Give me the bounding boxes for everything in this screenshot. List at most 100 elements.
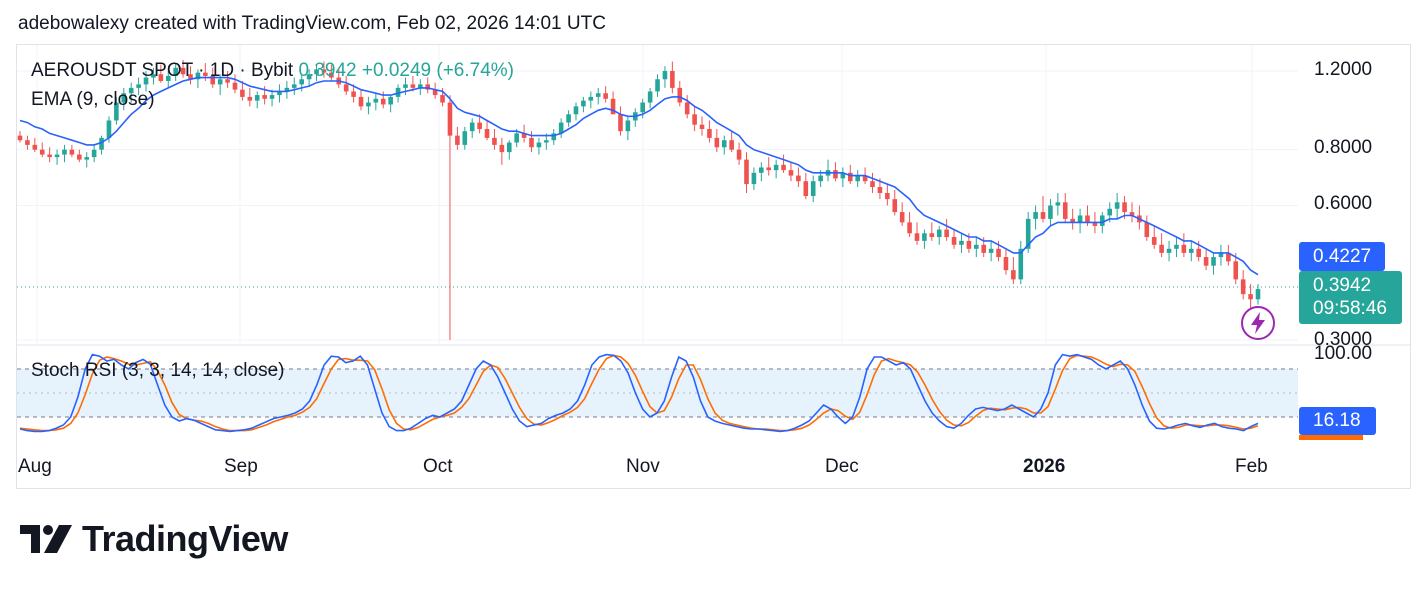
candle: [536, 137, 542, 155]
time-axis-label: Sep: [224, 456, 258, 477]
price-tick-label: 1.2000: [1314, 59, 1373, 80]
candle: [907, 212, 912, 238]
ema-value-tag: 0.4227: [1299, 242, 1385, 271]
candle: [1062, 192, 1068, 223]
candle: [114, 96, 119, 125]
candle-body: [128, 87, 134, 94]
candle: [158, 64, 164, 83]
candle-body: [870, 181, 875, 188]
candle: [974, 237, 979, 258]
legend-stoch-rsi-title[interactable]: Stoch RSI (3, 3, 14, 14, close): [31, 360, 285, 381]
candle: [1188, 240, 1194, 262]
time-axis-label: Feb: [1235, 456, 1268, 477]
candle-body: [588, 96, 594, 101]
candle-body: [1151, 237, 1157, 245]
candle-body: [677, 87, 683, 103]
candle-body: [373, 98, 379, 103]
candle: [1025, 212, 1031, 253]
candle-body: [47, 154, 52, 158]
candle-body: [62, 149, 67, 155]
candle-body: [217, 79, 223, 85]
candle: [759, 162, 764, 182]
candle-body: [944, 229, 949, 238]
candle-body: [788, 170, 794, 176]
candle-body: [440, 95, 445, 103]
candle: [1159, 233, 1164, 258]
candle-body: [781, 164, 786, 171]
candle: [1248, 284, 1253, 311]
candle-body: [766, 167, 772, 171]
candle: [825, 159, 831, 182]
lightning-icon[interactable]: [1240, 305, 1276, 341]
candle: [1181, 233, 1187, 258]
candle: [1003, 248, 1009, 275]
candle-body: [1226, 252, 1231, 262]
candle: [751, 167, 757, 190]
candle-body: [907, 222, 912, 234]
candle: [358, 89, 364, 111]
candle: [1233, 252, 1239, 285]
candle-body: [1122, 202, 1127, 213]
candle-body: [455, 135, 460, 145]
candle-body: [180, 67, 186, 75]
candle-body: [1011, 270, 1016, 280]
legend-symbol-row[interactable]: AEROUSDT SPOT · 1D · Bybit 0.3942 +0.024…: [31, 60, 514, 82]
candle-body: [833, 170, 838, 179]
candle-body: [1211, 257, 1216, 266]
chart-frame[interactable]: [16, 44, 1411, 489]
candle-body: [647, 91, 653, 103]
last-price-tag: 0.3942 09:58:46: [1299, 271, 1402, 324]
candle-body: [810, 181, 816, 197]
candle: [1018, 240, 1024, 285]
candle: [662, 66, 668, 88]
candle-body: [729, 140, 734, 150]
legend-ema-title[interactable]: EMA (9, close): [31, 89, 155, 110]
candle-body: [1100, 215, 1105, 226]
candle: [477, 114, 482, 134]
candle-body: [536, 142, 542, 148]
tradingview-logo[interactable]: TradingView: [20, 518, 288, 559]
candle-body: [136, 84, 141, 88]
candle-body: [974, 244, 979, 249]
candle-body: [988, 248, 994, 253]
candle-body: [499, 144, 505, 153]
candle-body: [151, 74, 156, 78]
candle-body: [32, 144, 38, 150]
candle-body: [514, 133, 519, 143]
candle-body: [114, 102, 119, 121]
candle-body: [1188, 248, 1194, 253]
stoch-rsi-value-tag: 16.18: [1299, 407, 1376, 435]
candle: [373, 93, 379, 111]
candle: [99, 135, 104, 155]
candle: [670, 61, 675, 94]
candle-body: [484, 128, 490, 138]
candle: [240, 80, 245, 101]
candle-body: [91, 149, 97, 158]
candle-body: [699, 124, 705, 129]
candle: [647, 87, 653, 109]
candle: [69, 144, 75, 158]
candle-body: [862, 175, 868, 182]
candle-body: [69, 149, 75, 155]
candle-body: [299, 79, 304, 85]
candle: [232, 74, 238, 94]
candle-body: [751, 172, 757, 185]
candle-body: [1040, 212, 1046, 219]
candle: [173, 63, 178, 81]
candle: [121, 87, 127, 111]
candle-body: [1248, 294, 1253, 300]
candle-body: [759, 167, 764, 173]
candle: [284, 80, 290, 99]
candle: [455, 126, 460, 150]
candle-body: [225, 79, 230, 83]
candle-body: [773, 164, 779, 171]
candle: [581, 96, 586, 113]
symbol-name[interactable]: AEROUSDT SPOT · 1D · Bybit: [31, 60, 294, 81]
candle-body: [158, 74, 164, 81]
candle-body: [951, 237, 957, 245]
candle-body: [1159, 244, 1164, 253]
candle: [840, 167, 846, 188]
candle-body: [1092, 222, 1098, 226]
stoch-d-line: [19, 354, 1259, 432]
